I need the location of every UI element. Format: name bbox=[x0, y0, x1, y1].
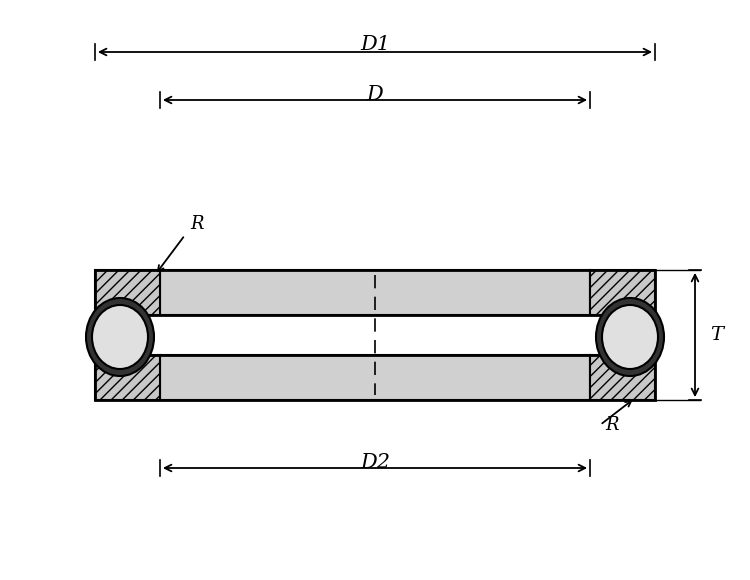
Bar bbox=[95, 270, 655, 315]
Text: D: D bbox=[367, 85, 383, 104]
Text: R: R bbox=[190, 215, 203, 233]
Ellipse shape bbox=[602, 305, 658, 369]
Text: D1: D1 bbox=[360, 35, 390, 55]
Ellipse shape bbox=[86, 298, 154, 376]
Bar bbox=[95, 355, 160, 400]
Bar bbox=[95, 270, 160, 315]
Text: T: T bbox=[710, 326, 723, 344]
Bar bbox=[95, 355, 655, 400]
Bar bbox=[590, 355, 655, 400]
Text: D2: D2 bbox=[360, 452, 390, 472]
Bar bbox=[160, 355, 590, 400]
Bar bbox=[590, 270, 655, 315]
Ellipse shape bbox=[596, 298, 664, 376]
Text: R: R bbox=[605, 416, 619, 434]
Bar bbox=[160, 270, 590, 315]
Ellipse shape bbox=[92, 305, 148, 369]
